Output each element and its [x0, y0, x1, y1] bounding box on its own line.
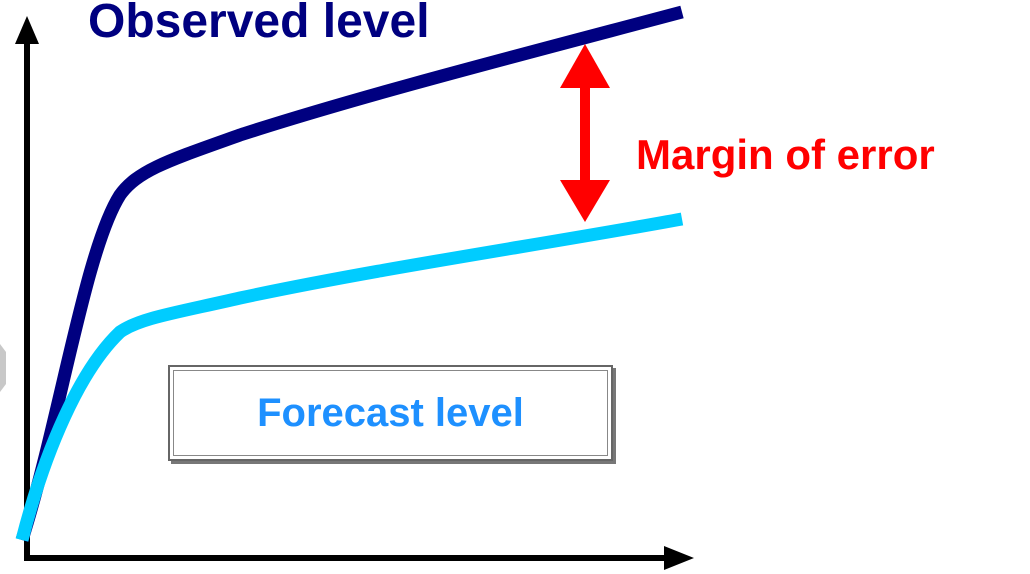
- forecast-level-label: Forecast level: [257, 391, 524, 435]
- x-axis-arrowhead: [664, 546, 694, 570]
- y-axis-arrowhead: [15, 16, 39, 44]
- forecast-level-box: Forecast level: [168, 365, 613, 461]
- margin-arrow-head-up: [560, 44, 610, 88]
- margin-of-error-label: Margin of error: [636, 131, 935, 178]
- margin-arrow-head-down: [560, 180, 610, 222]
- observed-level-label: Observed level: [88, 0, 430, 48]
- margin-of-error-arrow: [560, 44, 610, 222]
- axes: [15, 16, 694, 570]
- observed-level-curve: [15, 5, 684, 542]
- forecast-level-curve: [15, 212, 684, 542]
- left-edge-chevron-shape: [0, 344, 6, 392]
